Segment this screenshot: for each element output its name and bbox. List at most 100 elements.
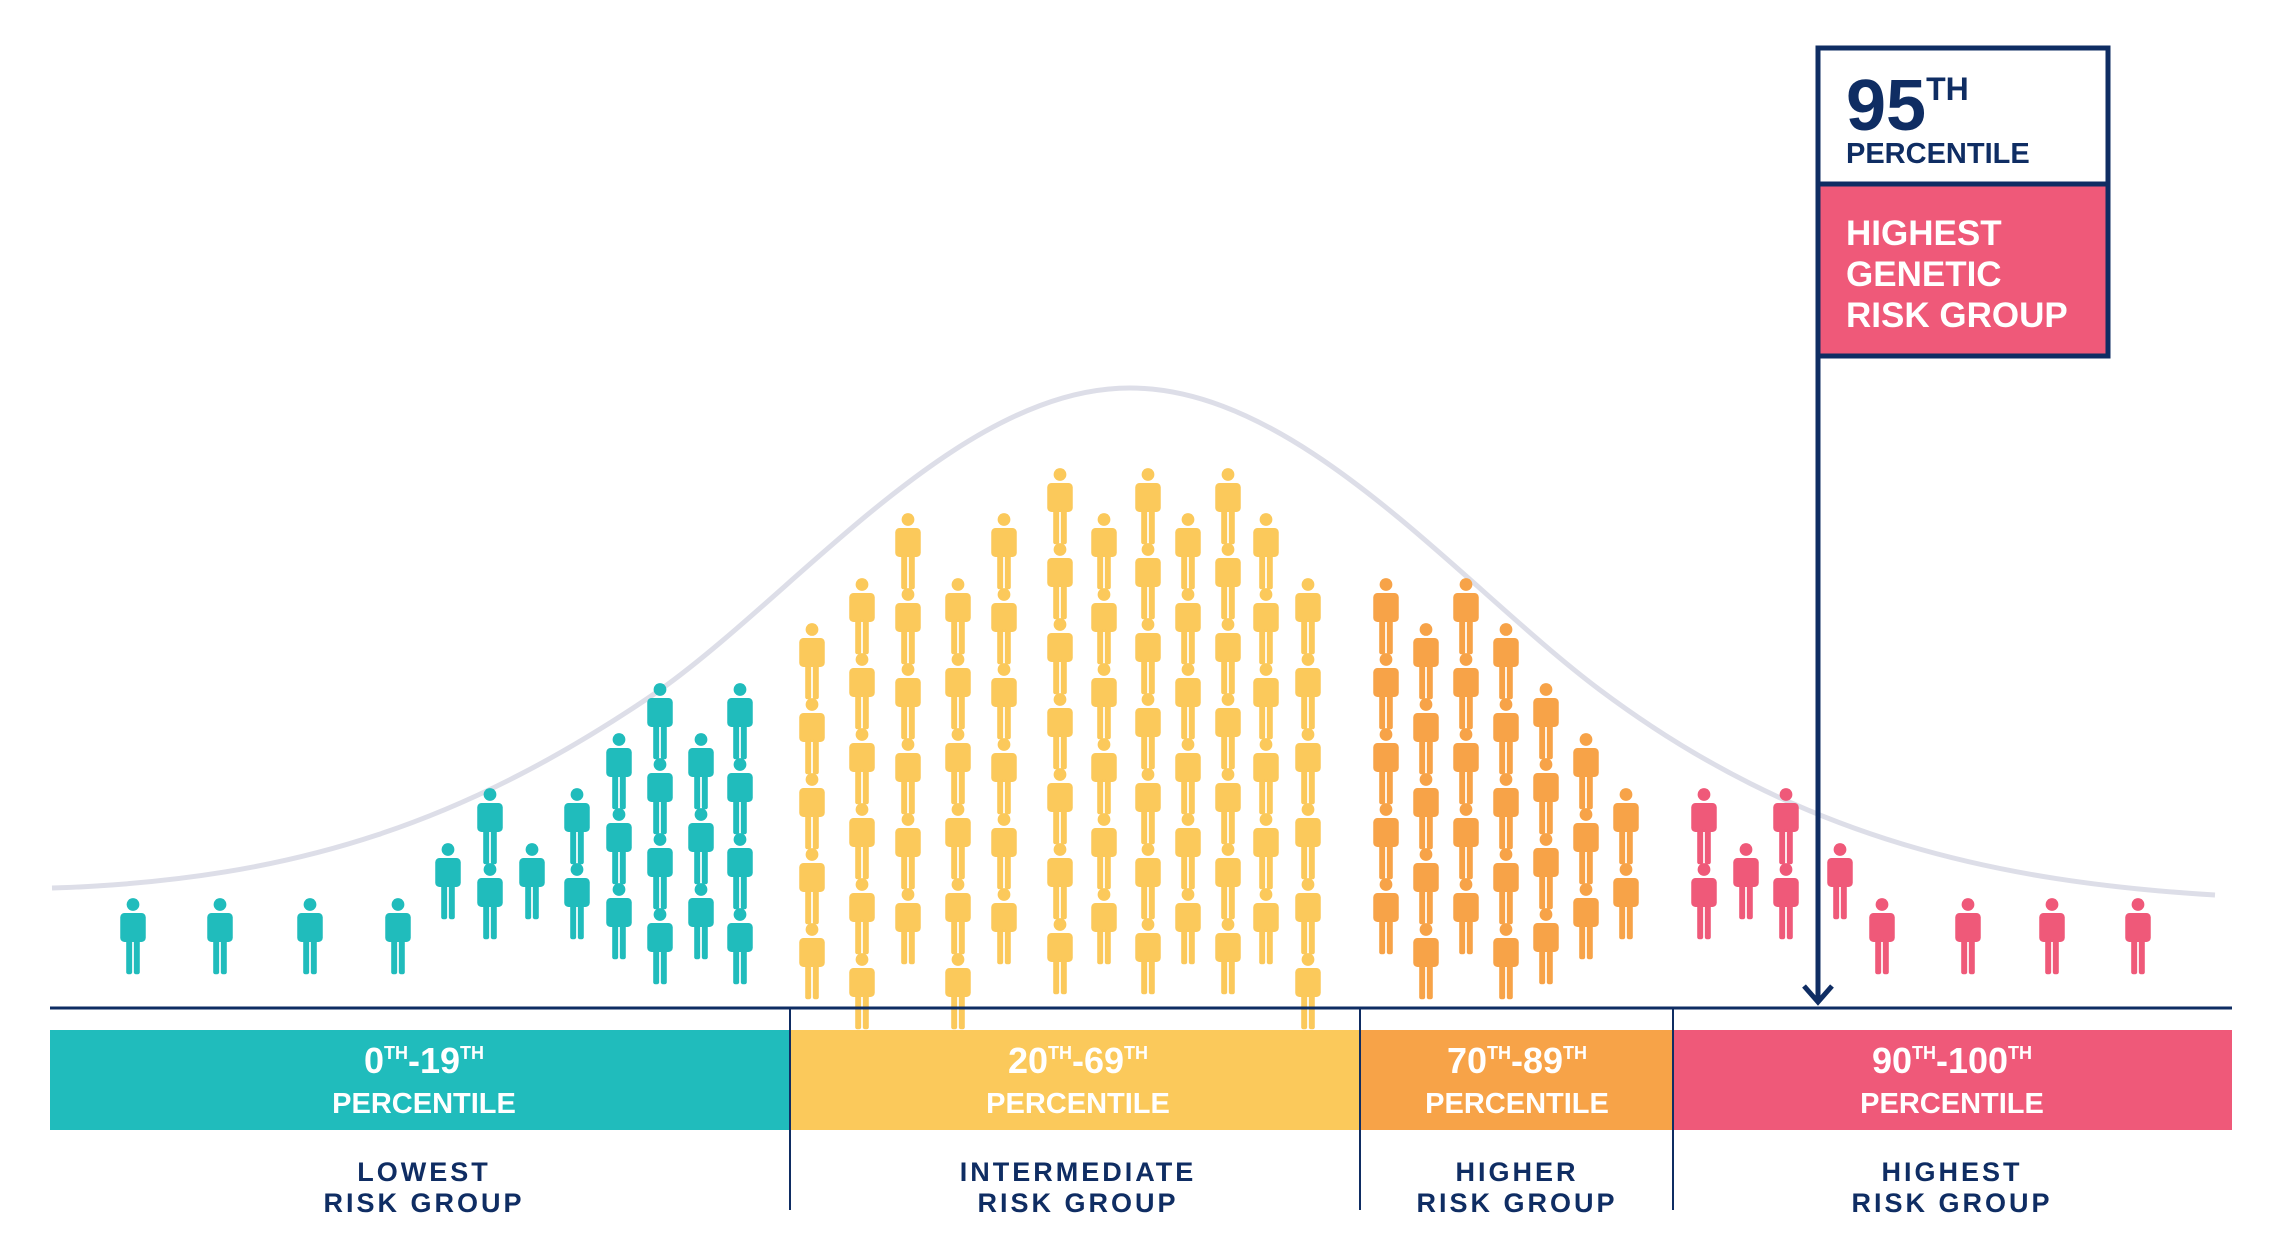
person-icon (1295, 803, 1321, 880)
person-icon (1215, 843, 1241, 920)
person-icon (1413, 623, 1439, 700)
person-icon (1613, 863, 1639, 940)
person-icon (435, 843, 461, 920)
person-icon (1773, 863, 1799, 940)
person-icon (1135, 768, 1161, 845)
person-icon (1253, 663, 1279, 740)
person-icon (1253, 738, 1279, 815)
person-icon (1135, 543, 1161, 620)
person-icon (799, 923, 825, 1000)
person-icon (799, 773, 825, 850)
person-icon (1955, 898, 1981, 975)
person-icon (799, 623, 825, 700)
person-icon (1253, 813, 1279, 890)
callout-number-suffix: TH (1926, 71, 1969, 107)
person-icon (1533, 758, 1559, 835)
percentile-bar-1 (50, 1030, 790, 1130)
person-icon (1533, 683, 1559, 760)
person-icon (1253, 513, 1279, 590)
person-icon (1215, 618, 1241, 695)
person-icon (1413, 773, 1439, 850)
person-icon (564, 863, 590, 940)
person-icon (1295, 578, 1321, 655)
person-icon (1215, 468, 1241, 545)
percentile-callout: 95TH PERCENTILE HIGHEST GENETIC RISK GRO… (1802, 45, 2111, 1006)
person-icon (895, 513, 921, 590)
person-icon (1493, 698, 1519, 775)
risk-group-label-4-line-1: HIGHEST (1881, 1157, 2022, 1187)
percentile-label-4: PERCENTILE (1860, 1088, 2044, 1120)
person-icon (1493, 923, 1519, 1000)
callout-group-line-1: HIGHEST (1846, 214, 2002, 253)
person-icon (1869, 898, 1895, 975)
person-icon (1533, 908, 1559, 985)
person-icon (1047, 918, 1073, 995)
person-icon (799, 698, 825, 775)
person-icon (1175, 663, 1201, 740)
percentile-label-2: PERCENTILE (986, 1088, 1170, 1120)
risk-group-label-3-line-1: HIGHER (1455, 1157, 1578, 1187)
person-icon (1091, 813, 1117, 890)
risk-group-label-1-line-1: LOWEST (357, 1157, 491, 1187)
person-icon (849, 578, 875, 655)
person-icon (895, 738, 921, 815)
person-icon (477, 863, 503, 940)
person-icon (1135, 843, 1161, 920)
percentile-range-1: 0TH-19TH (364, 1040, 484, 1081)
svg-text:95TH: 95TH (1846, 66, 1969, 146)
callout-number: 95 (1846, 66, 1926, 146)
person-icon (1413, 923, 1439, 1000)
person-icon (945, 953, 971, 1030)
person-icon (1091, 513, 1117, 590)
percentile-label-1: PERCENTILE (332, 1088, 516, 1120)
risk-group-label-2-line-2: RISK GROUP (977, 1188, 1178, 1218)
person-icon (991, 588, 1017, 665)
person-icon (688, 883, 714, 960)
person-icon (1047, 618, 1073, 695)
person-icon (1613, 788, 1639, 865)
person-icon (1047, 843, 1073, 920)
person-icon (1215, 768, 1241, 845)
percentile-bar-4 (1673, 1030, 2232, 1130)
callout-group-box (1815, 181, 2111, 359)
risk-group-label-4-line-2: RISK GROUP (1851, 1188, 2052, 1218)
person-icon (1295, 878, 1321, 955)
person-icon (1091, 588, 1117, 665)
person-icon (606, 733, 632, 810)
person-icon (945, 653, 971, 730)
person-icon (895, 663, 921, 740)
person-icon (1573, 808, 1599, 885)
person-icon (647, 833, 673, 910)
person-icon (606, 808, 632, 885)
person-icon (1453, 878, 1479, 955)
person-icon (1175, 813, 1201, 890)
person-icon (895, 588, 921, 665)
person-icon (727, 908, 753, 985)
person-icon (1175, 888, 1201, 965)
person-icon (1135, 693, 1161, 770)
person-icon (647, 758, 673, 835)
person-icon (207, 898, 233, 975)
callout-group-line-3: RISK GROUP (1846, 296, 2068, 335)
percentile-label-3: PERCENTILE (1425, 1088, 1609, 1120)
person-icon (1215, 543, 1241, 620)
person-icon (1827, 843, 1853, 920)
percentile-range-3: 70TH-89TH (1447, 1040, 1587, 1081)
risk-group-label-2-line-1: INTERMEDIATE (960, 1157, 1197, 1187)
person-icon (606, 883, 632, 960)
person-icon (688, 808, 714, 885)
person-icon (895, 888, 921, 965)
person-icon (1175, 738, 1201, 815)
segment-dividers (789, 1008, 1674, 1210)
person-icon (564, 788, 590, 865)
person-icon (991, 663, 1017, 740)
person-icon (1373, 728, 1399, 805)
person-icon (945, 878, 971, 955)
risk-group-label-1-line-2: RISK GROUP (323, 1188, 524, 1218)
callout-pointer-arrow (1802, 984, 1834, 1006)
person-icon (1047, 468, 1073, 545)
person-icon (1453, 728, 1479, 805)
person-icon (1453, 578, 1479, 655)
person-icon (895, 813, 921, 890)
